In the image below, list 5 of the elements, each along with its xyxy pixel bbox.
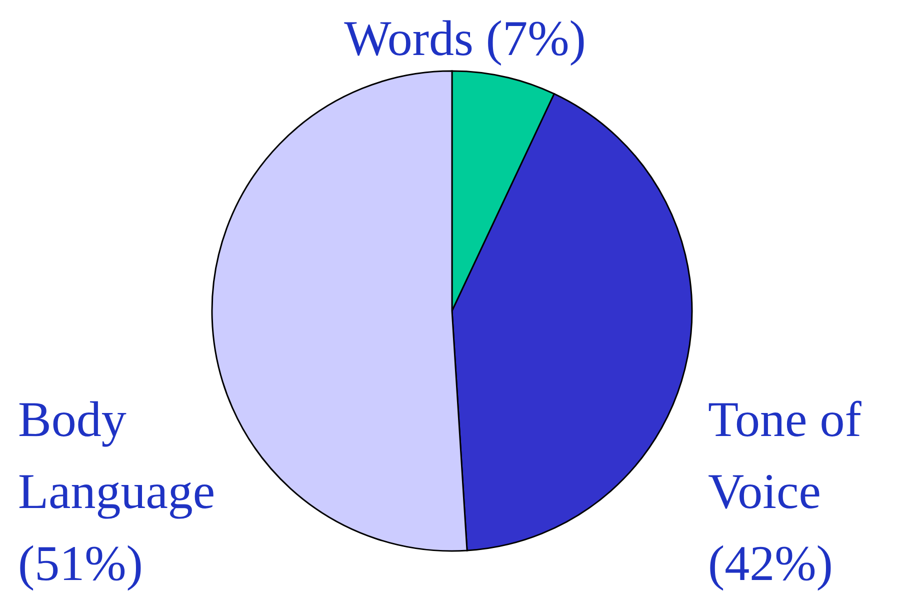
data-label: (51%) [18, 535, 143, 591]
data-label: (42%) [708, 535, 833, 591]
slice-label: Words (7%) [344, 10, 586, 66]
slice-label: Body Language [18, 391, 216, 519]
slice-label: Tone of Voice [708, 391, 862, 519]
